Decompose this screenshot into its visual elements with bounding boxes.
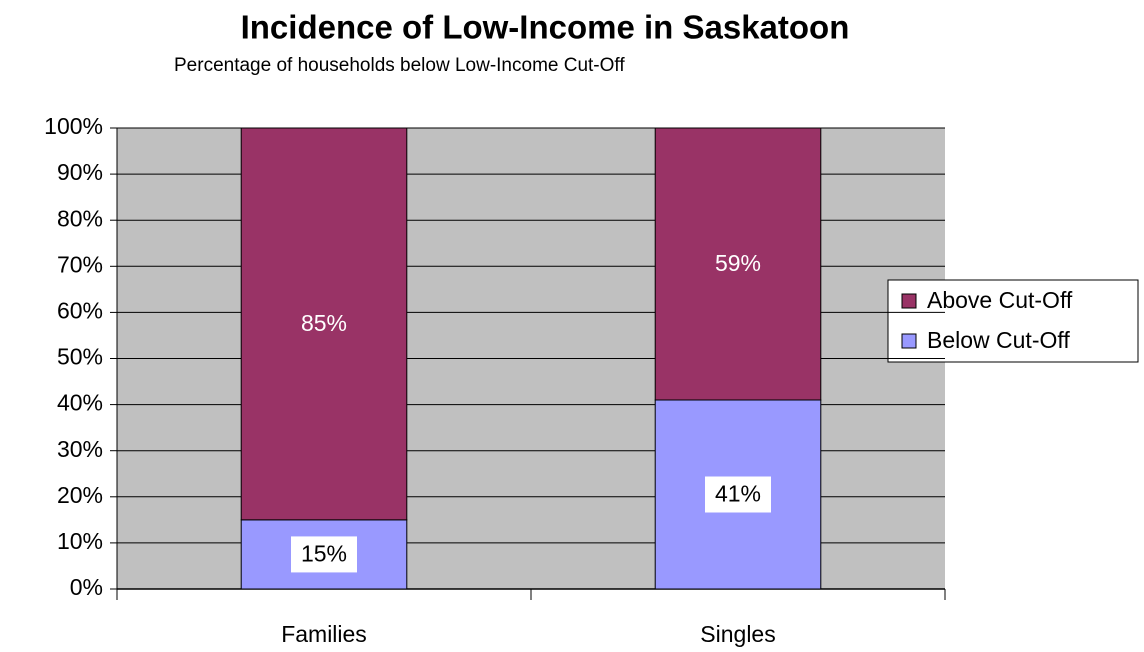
y-tick-label: 60% [57,297,103,323]
value-label: 15% [301,541,347,567]
legend-swatch [901,293,917,309]
value-label: 85% [301,310,347,336]
bar-segment [654,127,822,401]
y-tick-label: 0% [70,574,103,600]
y-tick-label: 20% [57,482,103,508]
x-tick-label: Singles [700,621,775,647]
legend-label: Below Cut-Off [927,327,1070,353]
value-label: 59% [715,250,761,276]
chart-subtitle: Percentage of households below Low-Incom… [174,55,625,76]
value-label: 41% [715,481,761,507]
x-tick-label: Families [281,621,367,647]
legend-swatch [901,333,917,349]
y-tick-label: 70% [57,251,103,277]
legend-label: Above Cut-Off [927,287,1073,313]
y-tick-label: 10% [57,528,103,554]
y-tick-label: 100% [44,113,103,139]
chart-title: Incidence of Low-Income in Saskatoon [241,9,850,46]
y-tick-label: 30% [57,436,103,462]
bar-segment [240,127,408,521]
value-label-bg [705,476,771,513]
y-tick-label: 80% [57,205,103,231]
y-tick-label: 40% [57,390,103,416]
y-tick-label: 90% [57,159,103,185]
legend-box [887,279,1139,363]
value-label-bg [291,536,357,573]
y-tick-label: 50% [57,344,103,370]
